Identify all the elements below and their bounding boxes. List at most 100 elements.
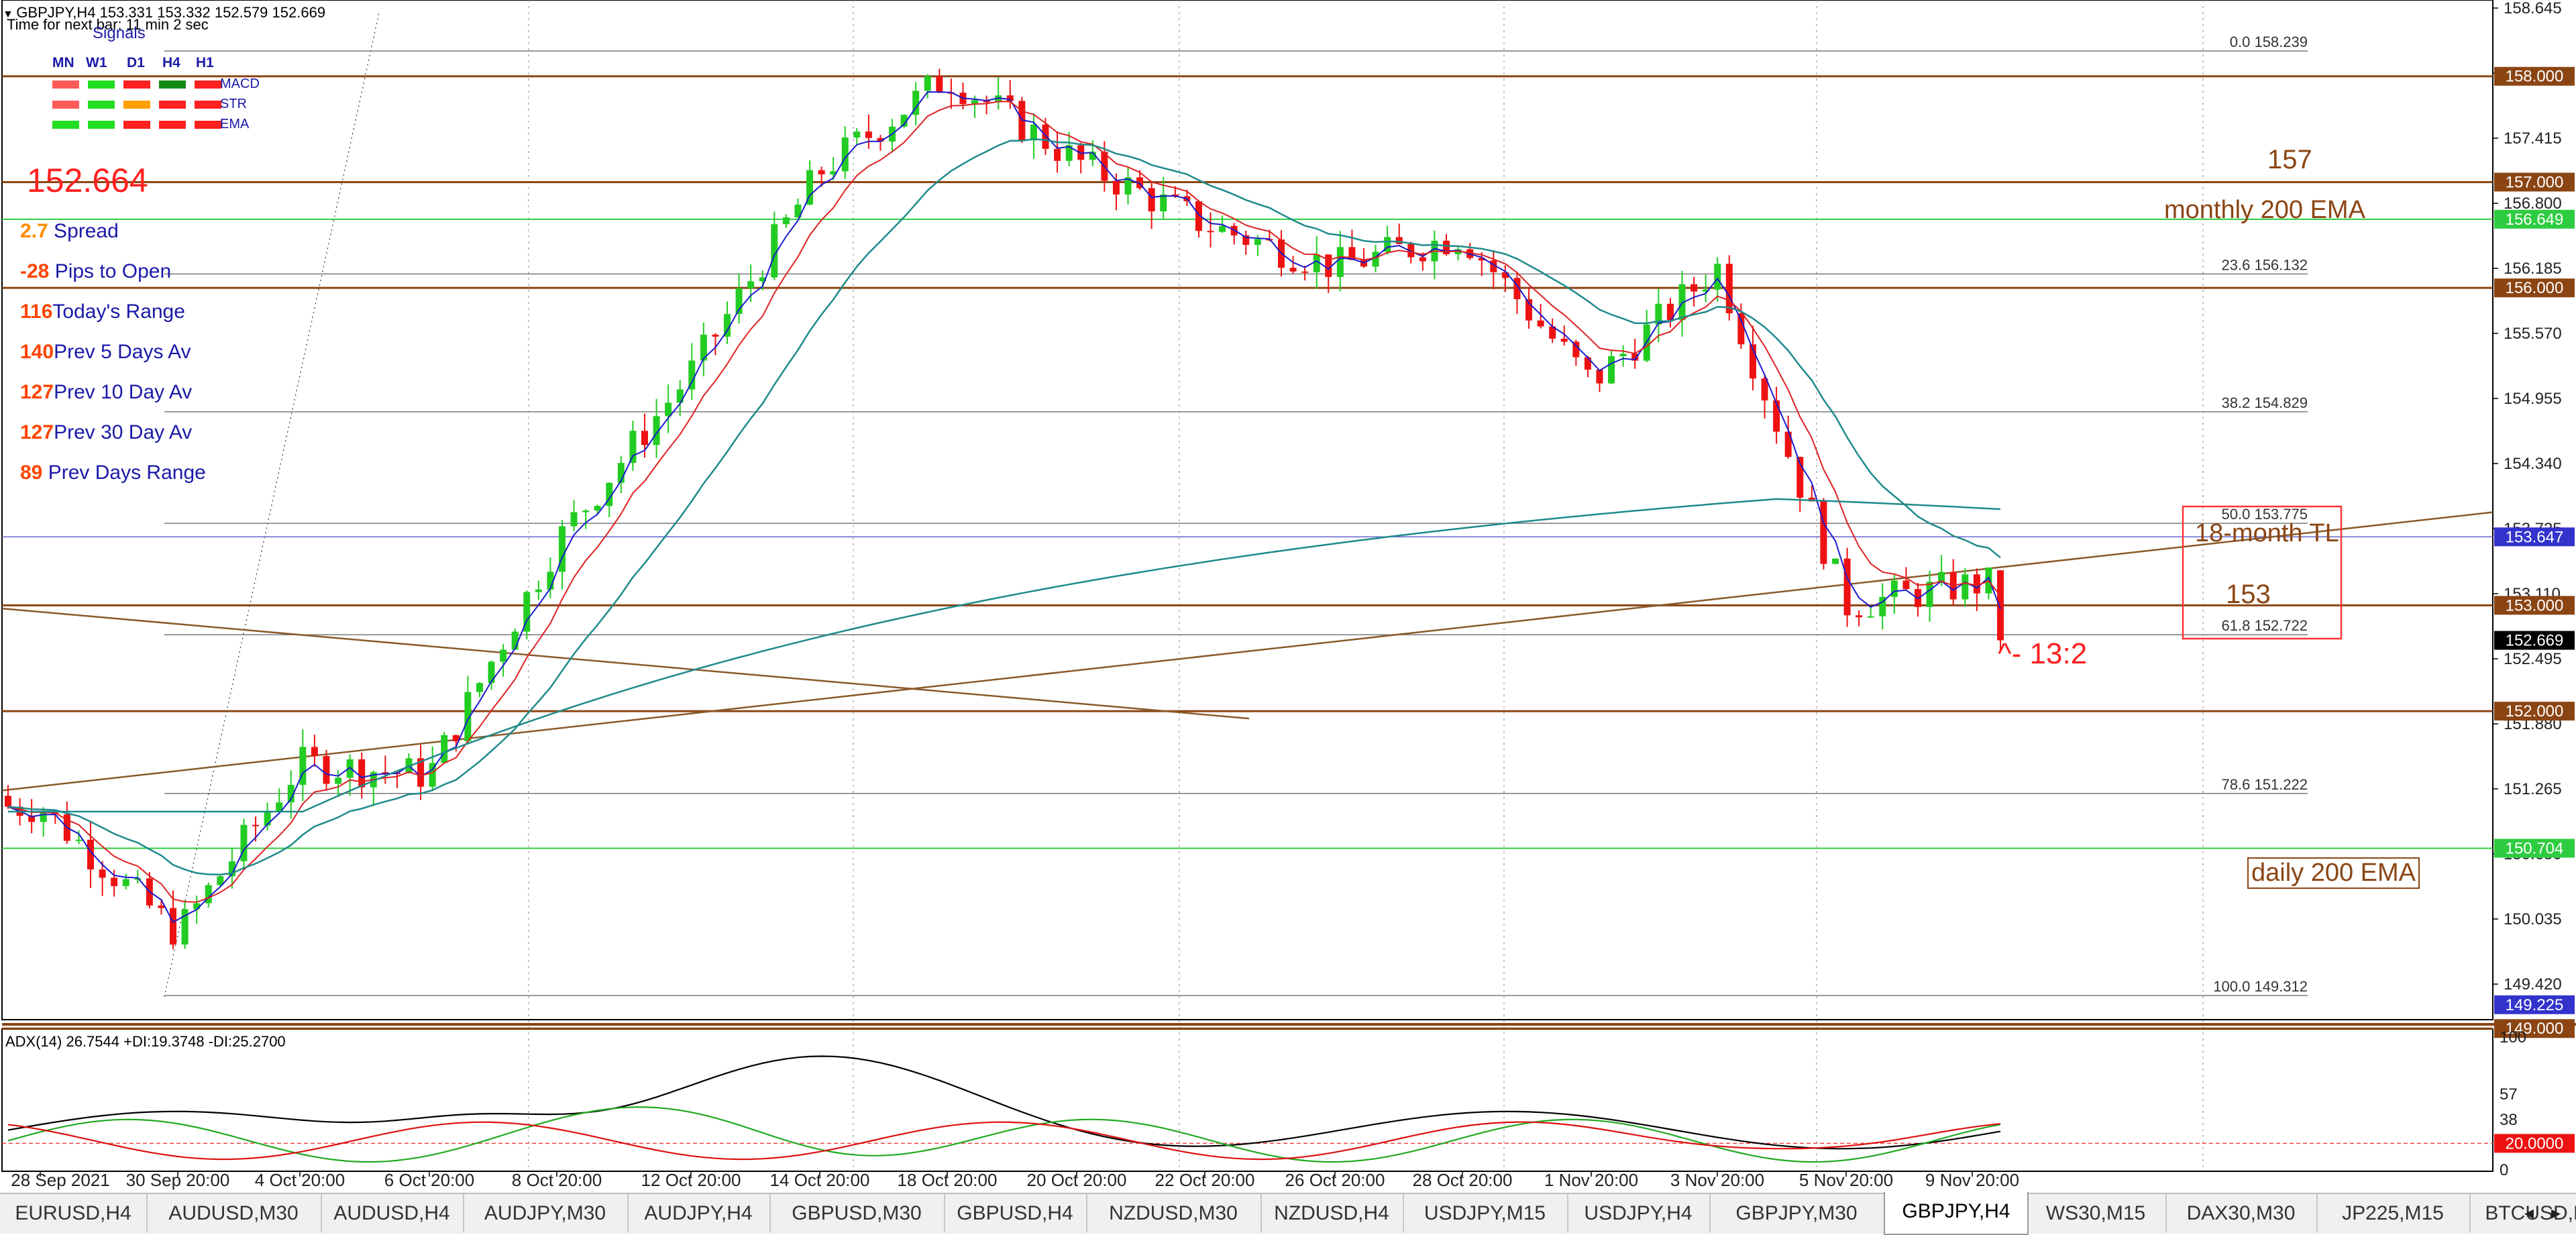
- stat-value: 127: [20, 381, 54, 403]
- tab-ws30-m15[interactable]: WS30,M15: [2026, 1194, 2167, 1232]
- candle-body: [1054, 148, 1061, 161]
- candle-body: [1384, 237, 1391, 252]
- signal-cell: [195, 121, 221, 129]
- candle-body: [335, 777, 342, 784]
- stat-value: -28: [20, 260, 50, 282]
- tab-dax30-m30[interactable]: DAX30,M30: [2165, 1194, 2318, 1232]
- ema-200-line: [8, 498, 2001, 813]
- chart-tab-bar: EURUSD,H4 AUDUSD,M30 AUDUSD,H4 AUDJPY,M30 AU…: [0, 1192, 2576, 1235]
- signal-cell: [52, 80, 79, 89]
- tab-btcusd-daily[interactable]: BTCUSD,Daily: [2469, 1194, 2576, 1232]
- tab-gbpjpy-h4[interactable]: GBPJPY,H4: [1884, 1192, 2029, 1235]
- candle-body: [1289, 268, 1297, 272]
- tab-jp225-m15[interactable]: JP225,M15: [2316, 1194, 2471, 1232]
- tab-eurusd-h4[interactable]: EURUSD,H4: [0, 1194, 148, 1232]
- tab-nzdusd-m30[interactable]: NZDUSD,M30: [1086, 1194, 1262, 1232]
- signal-cell: [88, 80, 115, 89]
- time-label: 22 Oct 20:00: [1155, 1170, 1255, 1190]
- candle-body: [617, 463, 625, 483]
- candle-body: [441, 735, 448, 763]
- pips-note: ^- 13:2: [1998, 637, 2088, 670]
- candle-body: [1443, 240, 1450, 254]
- candle-body: [382, 772, 389, 774]
- candle-body: [99, 869, 106, 878]
- candle-body: [995, 95, 1002, 103]
- price-axis[interactable]: 158.645158.030157.415156.800156.185155.5…: [2493, 0, 2575, 1038]
- candle-body: [877, 138, 884, 142]
- candle-body: [1419, 257, 1426, 262]
- candle-body: [1938, 572, 1945, 582]
- stat-value: 89: [20, 462, 43, 484]
- candle-body: [1136, 177, 1144, 189]
- time-label: 18 Oct 20:00: [898, 1170, 998, 1190]
- monthly-ema-note: monthly 200 EMA: [2164, 196, 2365, 224]
- tab-gbpjpy-m30[interactable]: GBPJPY,M30: [1709, 1194, 1885, 1232]
- candle-body: [1560, 338, 1568, 342]
- candle-body: [1254, 239, 1261, 246]
- price-tick-label: 158.645: [2504, 0, 2562, 17]
- tab-audjpy-h4[interactable]: AUDJPY,H4: [627, 1194, 771, 1232]
- tab-audjpy-m30[interactable]: AUDJPY,M30: [463, 1194, 629, 1232]
- candle-body: [794, 204, 802, 218]
- candle-body: [912, 91, 920, 115]
- stat-value: 116: [20, 301, 53, 323]
- adx-tick-label: 0: [2500, 1161, 2508, 1179]
- tab-usdjpy-m15[interactable]: USDJPY,M15: [1403, 1194, 1568, 1232]
- candle-body: [1584, 357, 1591, 370]
- candle-body: [228, 861, 235, 877]
- time-label: 9 Nov 20:00: [1925, 1170, 2019, 1190]
- candle-body: [40, 812, 47, 822]
- stat-value: 2.7: [20, 220, 48, 242]
- signal-cell: [159, 101, 186, 109]
- arrow-right-icon[interactable]: ▸: [2551, 1202, 2561, 1223]
- candle-body: [488, 661, 495, 684]
- price-chart[interactable]: 0.0 158.239 23.6 156.132 38.2 154.829 50.0 …: [0, 0, 2576, 1193]
- candle-body: [464, 692, 472, 742]
- candle-body: [311, 747, 318, 757]
- candle-body: [936, 76, 943, 93]
- collapse-triangle-icon[interactable]: ▼: [3, 9, 13, 20]
- price-tick-label: 150.035: [2504, 910, 2562, 928]
- price-badge-label: 150.704: [2506, 839, 2564, 857]
- adx-label: ADX(14) 26.7544 +DI:19.3748 -DI:25.2700: [5, 1033, 286, 1050]
- price-badge: [2494, 1019, 2575, 1038]
- fib-label: 78.6 151.222: [2222, 776, 2308, 793]
- tab-gbpusd-m30[interactable]: GBPUSD,M30: [769, 1194, 945, 1232]
- price-badge: [2494, 66, 2575, 86]
- stat-value: 140: [20, 341, 54, 363]
- next-bar-timer: Time for next bar: 11 min 2 sec: [7, 16, 209, 33]
- tab-usdjpy-h4[interactable]: USDJPY,H4: [1567, 1194, 1711, 1232]
- stat-label: Pips to Open: [49, 260, 172, 282]
- candle-body: [1042, 124, 1049, 149]
- trendline-secondary[interactable]: [1, 607, 1250, 720]
- candle-body: [1926, 582, 1933, 607]
- time-label: 20 Oct 20:00: [1027, 1170, 1127, 1190]
- tab-nzdusd-h4[interactable]: NZDUSD,H4: [1260, 1194, 1404, 1232]
- candle-body: [1490, 260, 1497, 272]
- price-tick-label: 156.185: [2504, 260, 2562, 278]
- tab-audusd-h4[interactable]: AUDUSD,H4: [321, 1194, 464, 1232]
- arrow-left-icon[interactable]: ◂: [2524, 1202, 2534, 1223]
- candle-body: [1407, 244, 1415, 258]
- candle-body: [924, 76, 931, 91]
- candle-body: [1348, 247, 1356, 260]
- price-badge: [2494, 596, 2575, 615]
- fib-label: 0.0 158.239: [2230, 34, 2308, 50]
- candle-body: [653, 416, 660, 445]
- time-label: 3 Nov 20:00: [1670, 1170, 1764, 1190]
- main-pane[interactable]: [1, 0, 2493, 1020]
- candle-body: [747, 281, 755, 288]
- tab-gbpusd-h4[interactable]: GBPUSD,H4: [944, 1194, 1087, 1232]
- candle-body: [665, 402, 672, 417]
- adx-pane[interactable]: [1, 1028, 2493, 1172]
- signal-cell: [195, 101, 221, 109]
- candle-body: [193, 903, 201, 910]
- candle-body: [75, 839, 83, 841]
- candle-body: [641, 431, 648, 445]
- tab-audusd-m30[interactable]: AUDUSD,M30: [146, 1194, 322, 1232]
- candle-body: [1171, 194, 1179, 197]
- trendline-18-month[interactable]: [1, 511, 2493, 792]
- candle-body: [724, 314, 731, 337]
- candle-body: [205, 885, 212, 904]
- time-label: 4 Oct 20:00: [255, 1170, 345, 1190]
